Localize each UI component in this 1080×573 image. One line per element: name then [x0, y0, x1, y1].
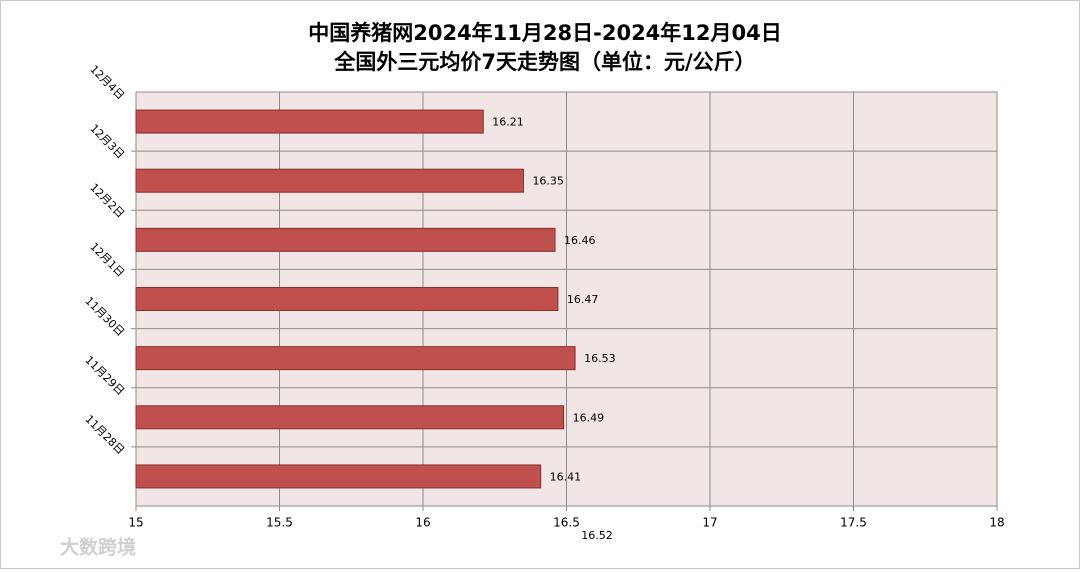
- bar: [135, 227, 556, 252]
- x-tick-label: 15.5: [266, 516, 293, 530]
- bar: [135, 405, 565, 430]
- bar: [135, 346, 576, 371]
- bar: [135, 464, 542, 489]
- watermark: 大数跨境: [60, 536, 136, 559]
- data-label: 16.47: [567, 293, 599, 306]
- annotation: 16.52: [581, 529, 613, 542]
- x-tick-label: 17.5: [840, 516, 867, 530]
- data-label: 16.35: [532, 175, 564, 188]
- bar: [135, 168, 524, 193]
- data-label: 16.46: [564, 234, 596, 247]
- x-tick-label: 16: [415, 516, 430, 530]
- x-tick-label: 15: [128, 516, 143, 530]
- bar: [135, 109, 484, 134]
- x-tick-label: 16.5: [553, 516, 580, 530]
- x-tick-label: 18: [989, 516, 1004, 530]
- data-label: 16.49: [573, 411, 605, 424]
- x-tick-label: 17: [702, 516, 717, 530]
- chart-title: 中国养猪网2024年11月28日-2024年12月04日: [308, 21, 782, 45]
- data-label: 16.53: [584, 352, 616, 365]
- chart-subtitle: 全国外三元均价7天走势图（单位：元/公斤）: [333, 50, 755, 74]
- data-label: 16.41: [550, 470, 582, 483]
- bar: [135, 287, 559, 311]
- data-label: 16.21: [492, 116, 524, 129]
